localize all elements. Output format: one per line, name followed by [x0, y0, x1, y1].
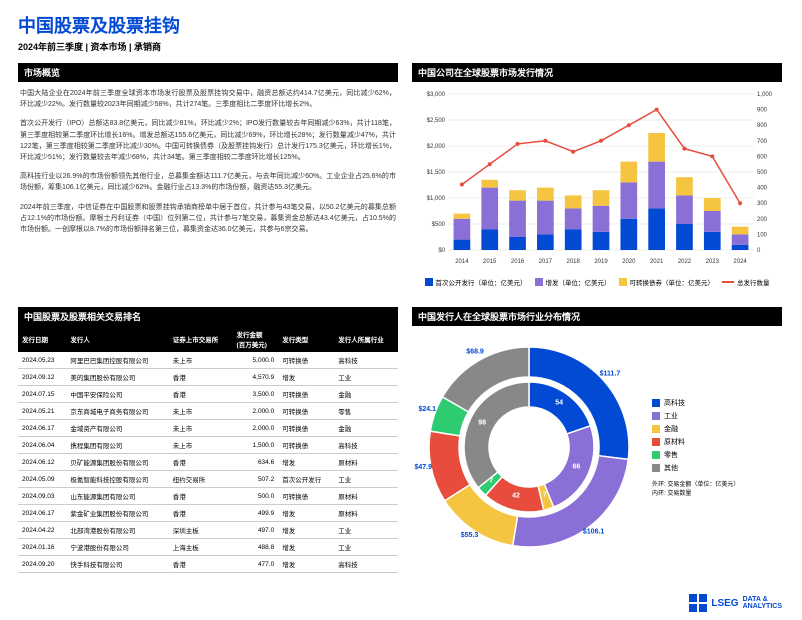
overview-p4: 2024年前三季度，中信证券在中国股票和股票挂钩承销商榜单中居于首位，共计参与4… [20, 202, 396, 236]
donut-legend-item: 高科技 [652, 398, 739, 408]
chart2-header: 中国发行人在全球股票市场行业分布情况 [412, 307, 782, 326]
page-title: 中国股票及股票挂钩 [18, 12, 784, 38]
legend-item: 可转换债券（单位：亿美元） [619, 277, 715, 287]
svg-text:2015: 2015 [483, 259, 497, 265]
svg-text:300: 300 [757, 201, 768, 207]
svg-text:$3,000: $3,000 [427, 92, 446, 98]
donut-caption: 外环: 交易金额（单位：亿美元）内环: 交易数量 [652, 479, 739, 497]
table-row: 2024.06.17金域资产有限公司未上市2,000.0可转换债金融 [18, 420, 398, 437]
table-row: 2024.05.21京东商城电子商务有限公司未上市2,000.0可转换债零售 [18, 403, 398, 420]
lseg-logo: LSEG DATA & ANALYTICS [689, 594, 782, 612]
svg-text:2022: 2022 [678, 259, 692, 265]
svg-text:100: 100 [757, 232, 768, 238]
svg-text:$500: $500 [432, 222, 446, 228]
donut-legend-item: 金融 [652, 424, 739, 434]
svg-text:1,000: 1,000 [757, 92, 773, 98]
table-header: 中国股票及股票相关交易排名 [18, 307, 398, 326]
svg-text:2019: 2019 [594, 259, 608, 265]
legend-item: 首次公开发行（单位：亿美元） [425, 277, 527, 287]
table-row: 2024.01.16宁波港股份有限公司上海主板488.8增发工业 [18, 539, 398, 556]
svg-text:2023: 2023 [706, 259, 720, 265]
donut-legend: 高科技工业金融原材料零售其他外环: 交易金额（单位：亿美元）内环: 交易数量 [652, 398, 739, 497]
table-col-header: 证券上市交易所 [169, 326, 233, 352]
logo-text: LSEG [711, 598, 738, 609]
page-subtitle: 2024年前三季度 | 资本市场 | 承销商 [18, 40, 784, 53]
svg-text:$55.3: $55.3 [461, 532, 479, 539]
svg-text:2014: 2014 [455, 259, 469, 265]
lseg-logo-icon [689, 594, 707, 612]
donut-legend-item: 工业 [652, 411, 739, 421]
svg-text:2021: 2021 [650, 259, 664, 265]
svg-text:7: 7 [543, 492, 547, 499]
ranking-table: 发行日期发行人证券上市交易所发行金额 (百万美元)发行类型发行人所属行业2024… [18, 326, 398, 573]
overview-header: 市场概览 [18, 63, 398, 82]
chart1-legend: 首次公开发行（单位：亿美元） 增发（单位：亿美元） 可转换债券（单位：亿美元） 总发行… [414, 277, 780, 287]
table-row: 2024.05.23阿里巴巴集团控股有限公司未上市5,000.0可转换债高科技 [18, 352, 398, 369]
svg-text:54: 54 [555, 400, 563, 407]
svg-text:$0: $0 [438, 248, 445, 254]
table-row: 2024.07.15中国平安保险公司香港3,500.0可转换债金融 [18, 386, 398, 403]
table-col-header: 发行类型 [278, 326, 334, 352]
svg-text:$1,000: $1,000 [427, 196, 446, 202]
donut-chart: $111.7$106.1$55.3$47.9$24.1$68.954667427… [414, 332, 644, 562]
table-row: 2024.09.12美的集团股份有限公司香港4,570.9增发工业 [18, 369, 398, 386]
overview-section: 市场概览 中国大陆企业在2024年前三季度全球资本市场发行股票及股票挂钩交易中，… [18, 63, 398, 293]
overview-p2: 首次公开发行（IPO）总额达83.8亿美元，同比减少81%，环比减少2%；IPO… [20, 118, 396, 163]
table-row: 2024.05.09极氪智能科技控股有限公司纽约交易所507.2首次公开发行工业 [18, 471, 398, 488]
svg-text:900: 900 [757, 108, 768, 114]
table-row: 2024.09.20快手科技有限公司香港477.0增发高科技 [18, 556, 398, 573]
donut-legend-item: 零售 [652, 450, 739, 460]
donut-section: 中国发行人在全球股票市场行业分布情况 $111.7 $106.1 $55.3 $47.… [412, 307, 782, 573]
svg-text:2016: 2016 [511, 259, 525, 265]
svg-text:$2,000: $2,000 [427, 144, 446, 150]
svg-text:$2,500: $2,500 [427, 118, 446, 124]
chart1-header: 中国公司在全球股票市场发行情况 [412, 63, 782, 82]
logo-sub: DATA & ANALYTICS [743, 596, 782, 610]
donut-legend-item: 其他 [652, 463, 739, 473]
svg-text:2020: 2020 [622, 259, 636, 265]
overview-p1: 中国大陆企业在2024年前三季度全球资本市场发行股票及股票挂钩交易中，融资总额达… [20, 88, 396, 110]
svg-text:$111.7: $111.7 [600, 371, 621, 378]
table-col-header: 发行金额 (百万美元) [233, 326, 279, 352]
legend-item: 增发（单位：亿美元） [535, 277, 611, 287]
overview-p3: 高科技行业以26.9%的市场份额领先其他行业，总募集金额达111.7亿美元，与去… [20, 171, 396, 193]
svg-text:700: 700 [757, 139, 768, 145]
svg-text:2018: 2018 [567, 259, 581, 265]
donut-legend-item: 原材料 [652, 437, 739, 447]
legend-item: 总发行数量 [722, 277, 770, 287]
svg-text:400: 400 [757, 186, 768, 192]
table-section: 中国股票及股票相关交易排名 发行日期发行人证券上市交易所发行金额 (百万美元)发… [18, 307, 398, 573]
table-row: 2024.09.03山东能源集团有限公司香港500.0可转换债原材料 [18, 488, 398, 505]
svg-text:200: 200 [757, 217, 768, 223]
table-row: 2024.06.17紫金矿业集团股份有限公司香港499.9增发原材料 [18, 505, 398, 522]
svg-text:2024: 2024 [733, 259, 747, 265]
svg-text:$68.9: $68.9 [466, 348, 484, 355]
table-col-header: 发行人 [66, 326, 168, 352]
stacked-bar-chart: $0 $500 $1,000 $1,500 $2,000 $2,500 $3,000 0 100… [414, 88, 784, 268]
svg-text:$106.1: $106.1 [583, 529, 605, 536]
chart1-section: 中国公司在全球股票市场发行情况 $0 $500 $1,000 $1,500 $2,000… [412, 63, 782, 293]
svg-text:66: 66 [572, 463, 580, 470]
svg-text:$1,500: $1,500 [427, 170, 446, 176]
svg-text:$47.9: $47.9 [414, 464, 432, 471]
svg-text:0: 0 [757, 248, 761, 254]
svg-text:$24.1: $24.1 [418, 406, 436, 413]
svg-text:800: 800 [757, 123, 768, 129]
table-row: 2024.04.22北部湾港股份有限公司深圳主板497.0增发工业 [18, 522, 398, 539]
svg-text:600: 600 [757, 154, 768, 160]
table-col-header: 发行日期 [18, 326, 66, 352]
overview-body: 中国大陆企业在2024年前三季度全球资本市场发行股票及股票挂钩交易中，融资总额达… [18, 82, 398, 249]
table-row: 2024.06.04携程集团有限公司未上市1,500.0可转换债高科技 [18, 437, 398, 454]
svg-text:2017: 2017 [539, 259, 553, 265]
table-row: 2024.06.12贝矿能源集团股份有限公司香港634.6增发原材料 [18, 454, 398, 471]
svg-text:500: 500 [757, 170, 768, 176]
table-col-header: 发行人所属行业 [334, 326, 398, 352]
svg-text:98: 98 [478, 420, 486, 427]
svg-text:42: 42 [512, 492, 520, 499]
